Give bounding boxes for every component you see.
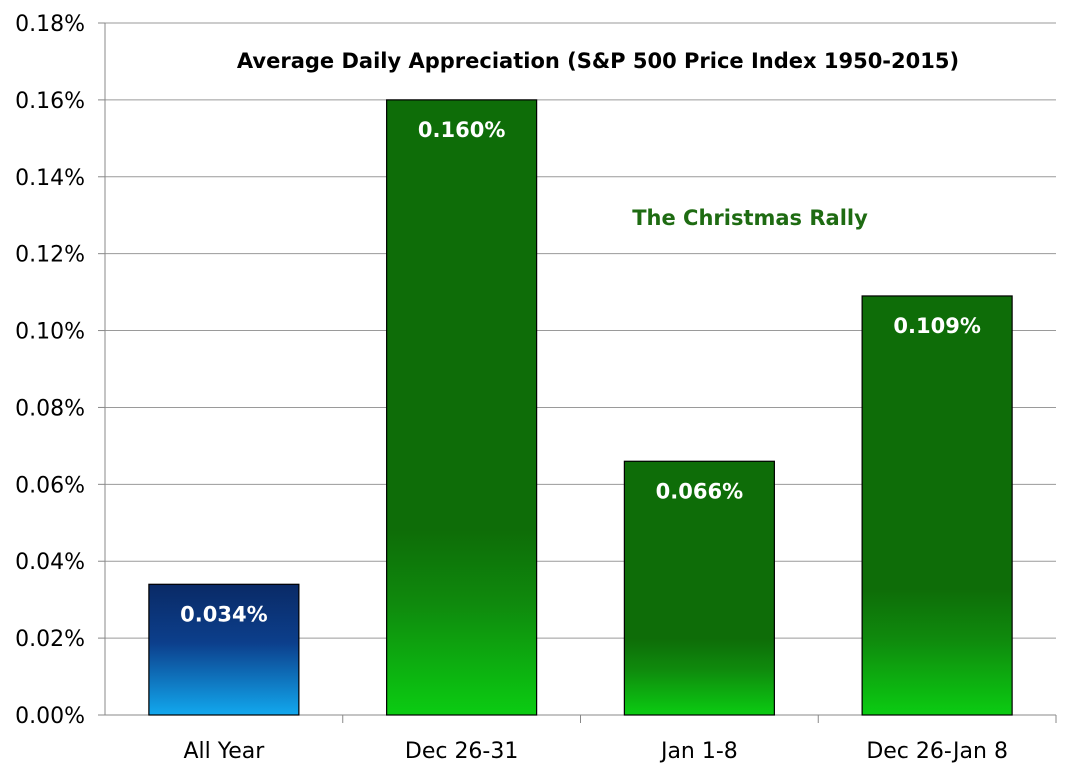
y-tick-label: 0.16%	[15, 89, 85, 114]
y-tick-label: 0.14%	[15, 166, 85, 191]
bar-all-year	[148, 583, 300, 716]
data-label: 0.034%	[180, 602, 267, 626]
labels: 0.00% 0.02% 0.04% 0.06% 0.08% 0.10% 0.12% 0.14%…	[15, 12, 1008, 764]
y-tick-label: 0.00%	[15, 704, 85, 729]
x-category-label: Jan 1-8	[659, 739, 738, 764]
y-tick-label: 0.10%	[15, 320, 85, 345]
x-category-label: All Year	[183, 739, 265, 764]
chart-title: Average Daily Appreciation (S&P 500 Pric…	[237, 49, 959, 73]
gridlines	[105, 22, 1056, 639]
data-label: 0.066%	[656, 479, 743, 503]
y-tick-label: 0.06%	[15, 473, 85, 498]
bar-dec-26-31	[386, 99, 538, 716]
bar-dec-26-jan-8	[861, 295, 1013, 716]
y-tick-label: 0.12%	[15, 243, 85, 268]
x-category-label: Dec 26-31	[405, 739, 519, 764]
data-label: 0.160%	[418, 118, 505, 142]
x-category-label: Dec 26-Jan 8	[866, 739, 1008, 764]
y-tick-label: 0.02%	[15, 627, 85, 652]
bar-jan-1-8	[623, 460, 775, 716]
y-tick-label: 0.08%	[15, 396, 85, 421]
chart-annotation: The Christmas Rally	[632, 206, 868, 230]
bars	[148, 99, 1013, 716]
y-tick-label: 0.04%	[15, 550, 85, 575]
y-tick-label: 0.18%	[15, 12, 85, 37]
data-label: 0.109%	[893, 314, 980, 338]
